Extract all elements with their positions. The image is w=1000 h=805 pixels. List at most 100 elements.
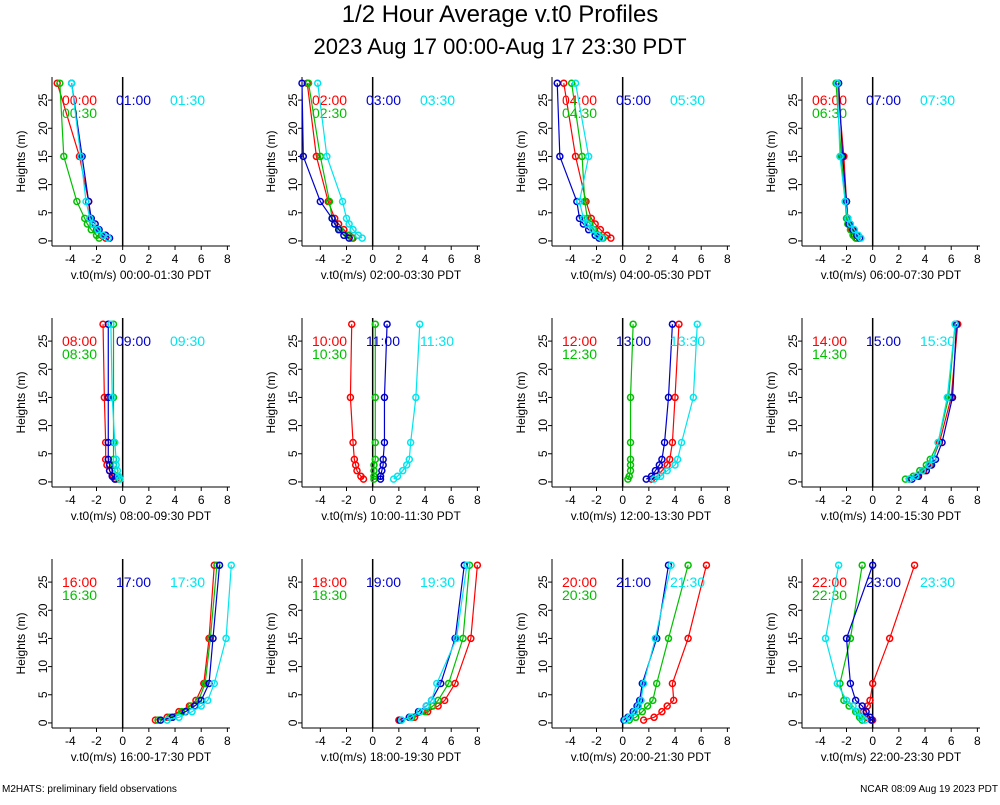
profile-point: [677, 438, 686, 447]
y-tick-label: 15: [36, 390, 50, 404]
profile-point: [342, 214, 351, 223]
profile-point: [111, 438, 119, 447]
y-tick-label: 0: [536, 478, 550, 485]
x-tick-label: 0: [869, 734, 876, 748]
profile-point: [862, 707, 870, 716]
legend-label: 21:30: [670, 574, 705, 590]
panel: -4 -2 0 2 4 6 8 0 5 10 15 20 25 v.t0(m/s) 16:00-17:30…: [14, 559, 236, 764]
x-tick-label: 2: [896, 493, 903, 507]
profile-line: [401, 565, 468, 721]
legend-label: 13:00: [616, 333, 651, 349]
y-tick-label: 5: [536, 691, 550, 698]
profile-point: [350, 455, 359, 464]
y-axis-label: Heights (m): [14, 130, 28, 192]
profile-point: [201, 679, 209, 688]
profile-point: [427, 696, 436, 705]
profile-point: [323, 152, 331, 161]
x-tick-label: 6: [448, 734, 455, 748]
x-axis-label: v.t0(m/s) 16:00-17:30 PDT: [71, 750, 212, 764]
legend-label: 15:00: [866, 333, 901, 349]
y-tick-label: 15: [286, 390, 300, 404]
profile-point: [107, 320, 115, 328]
x-tick-label: 4: [422, 493, 429, 507]
y-tick-label: 20: [36, 121, 50, 135]
x-tick-label: 6: [698, 252, 705, 266]
y-axis-label: Heights (m): [264, 612, 278, 674]
x-tick-label: 0: [119, 734, 126, 748]
legend-label: 13:30: [670, 333, 705, 349]
y-tick-label: 25: [536, 575, 550, 589]
profile-point: [858, 561, 866, 569]
profile-point: [328, 214, 336, 223]
y-axis-label: Heights (m): [514, 130, 528, 192]
profile-point: [668, 679, 677, 688]
legend-label: 12:30: [562, 346, 597, 362]
y-tick-label: 10: [36, 419, 50, 433]
x-tick-label: 2: [646, 493, 653, 507]
x-axis-label: v.t0(m/s) 04:00-05:30 PDT: [571, 268, 712, 282]
x-tick-label: 8: [474, 493, 481, 507]
profile-point: [584, 152, 593, 161]
profile-point: [205, 679, 213, 688]
panel: -4 -2 0 2 4 6 8 0 5 10 15 20 25 v.t0(m/s) 08:00-09:30…: [14, 318, 231, 523]
profile-point: [673, 455, 682, 464]
x-tick-label: -4: [565, 734, 576, 748]
x-tick-label: 0: [619, 493, 626, 507]
profile-point: [222, 634, 230, 643]
y-tick-label: 15: [36, 631, 50, 645]
y-tick-label: 20: [786, 362, 800, 376]
profile-point: [853, 707, 861, 716]
legend-label: 00:30: [62, 105, 97, 121]
profile-point: [626, 393, 635, 402]
profile-point: [433, 679, 441, 688]
profile-line: [824, 565, 866, 721]
legend-label: 05:30: [670, 92, 705, 108]
legend-label: 11:30: [420, 333, 454, 349]
legend-label: 16:30: [62, 587, 97, 603]
profile-point: [842, 696, 851, 705]
x-tick-label: 8: [474, 252, 481, 266]
y-tick-label: 10: [536, 419, 550, 433]
profile-point: [943, 393, 952, 402]
profile-point: [849, 702, 857, 710]
x-tick-label: 6: [448, 252, 455, 266]
profile-point: [836, 152, 844, 161]
x-tick-label: -4: [65, 252, 76, 266]
profile-point: [56, 79, 64, 87]
profile-point: [60, 152, 68, 161]
x-tick-label: -2: [341, 493, 352, 507]
panel: -4 -2 0 2 4 6 8 0 5 10 15 20 25 v.t0(m/s) 02:00-03:30…: [264, 77, 481, 282]
profile-point: [376, 475, 385, 483]
profile-point: [77, 152, 85, 161]
x-tick-label: 8: [974, 734, 981, 748]
panel: -4 -2 0 2 4 6 8 0 5 10 15 20 25 v.t0(m/s) 18:00-19:30…: [264, 559, 482, 764]
profile-point: [857, 713, 865, 722]
x-tick-label: 4: [922, 252, 929, 266]
profile-point: [651, 466, 660, 475]
y-axis-label: Heights (m): [514, 612, 528, 674]
legend-label: 22:00: [812, 574, 847, 590]
profile-point: [934, 438, 942, 447]
y-tick-label: 20: [286, 362, 300, 376]
y-tick-label: 5: [786, 450, 800, 457]
profile-point: [844, 214, 852, 223]
profile-point: [371, 438, 380, 447]
x-axis-label: v.t0(m/s) 14:00-15:30 PDT: [821, 509, 962, 523]
x-tick-label: 0: [619, 734, 626, 748]
profile-point: [82, 197, 90, 206]
x-tick-label: 0: [619, 252, 626, 266]
profile-point: [406, 713, 415, 722]
x-tick-label: 8: [724, 734, 731, 748]
profile-point: [660, 438, 669, 447]
profile-point: [406, 438, 415, 447]
profile-point: [594, 231, 602, 240]
profile-point: [349, 438, 357, 447]
profile-point: [422, 702, 431, 710]
footer-left: M2HATS: preliminary field observations: [2, 784, 177, 795]
profile-point: [112, 455, 120, 464]
profile-point: [637, 696, 645, 705]
x-tick-label: -2: [841, 493, 852, 507]
y-tick-label: 0: [286, 237, 300, 244]
profile-point: [643, 702, 652, 710]
subtitle: 2023 Aug 17 00:00-Aug 17 23:30 PDT: [313, 34, 686, 59]
